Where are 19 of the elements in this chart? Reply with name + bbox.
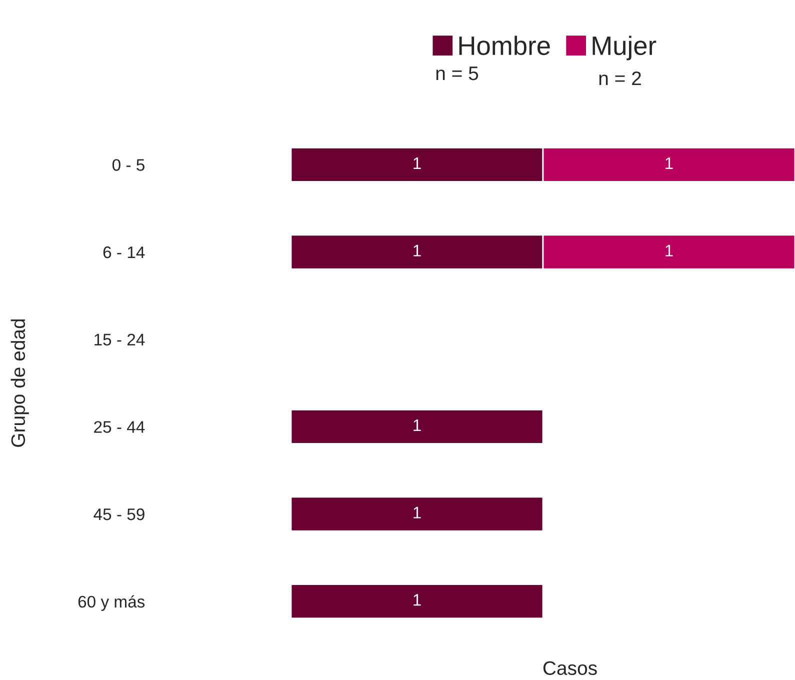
data-label: 1 (414, 594, 421, 606)
data-label: 1 (414, 244, 421, 256)
text: n = 2 (599, 71, 641, 86)
y-axis-title: Grupo de edad (10, 319, 29, 447)
data-label: 1 (414, 506, 421, 518)
legend-label: Mujer (592, 36, 656, 60)
data-label: 1 (666, 158, 673, 169)
x-axis-title: Casos (543, 661, 597, 676)
y-tick-label: 25 - 44 (94, 421, 145, 433)
data-label: 1 (414, 420, 421, 431)
y-tick-label: 60 y más (78, 595, 145, 611)
y-tick-label: 0 - 5 (112, 159, 144, 171)
y-tick-label: 45 - 59 (94, 508, 144, 520)
y-tick-label: 15 - 24 (94, 334, 145, 346)
data-label: 1 (414, 158, 421, 169)
data-label: 1 (666, 244, 673, 256)
text: n = 5 (436, 66, 478, 80)
legend-label: Hombre (459, 36, 550, 56)
y-tick-label: 6 - 14 (103, 246, 145, 258)
